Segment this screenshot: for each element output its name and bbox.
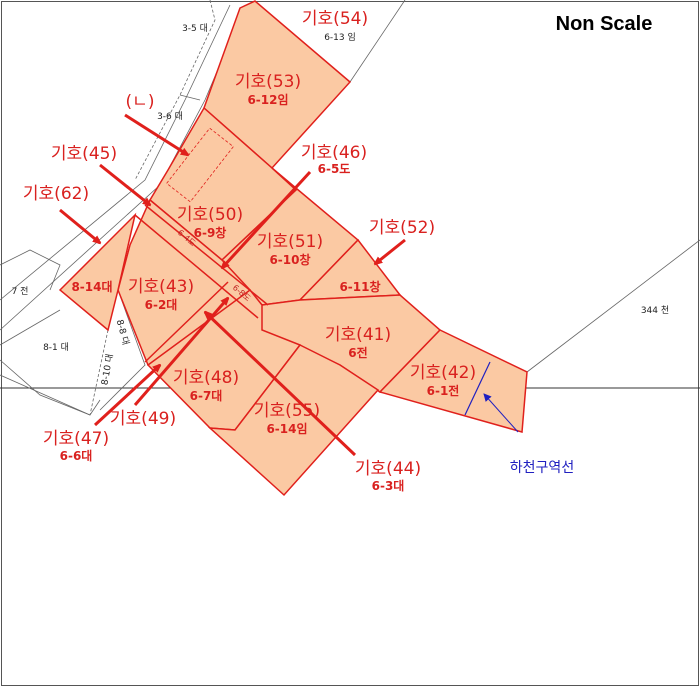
neighbor-8-1: 8-1 대 [43, 342, 69, 353]
river-arrow [483, 393, 519, 433]
parcel-53[interactable] [203, 0, 352, 170]
callout-52-label: 기호(52) [369, 218, 435, 238]
parcel-55-label: 기호(55) [254, 401, 320, 421]
parcel-53-sub: 6-12임 [247, 93, 288, 107]
callout-49-label: 기호(49) [110, 409, 176, 429]
parcel-55[interactable] [207, 344, 380, 497]
callout-47-sub: 6-6대 [60, 449, 93, 463]
callout-54-sub: 6-13 임 [324, 31, 356, 43]
parcel-62[interactable] [58, 212, 137, 332]
parcel-41-sub: 6전 [348, 345, 367, 360]
neighbor-3-6: 3-6 대 [157, 111, 183, 122]
callout-44-label: 기호(44) [355, 459, 421, 479]
callout-54-label: 기호(54) [302, 9, 368, 29]
parcel-42-sub: 6-1전 [427, 383, 460, 398]
neighbor-boundaries [0, 0, 700, 416]
neighbor-7: 7 전 [12, 286, 29, 297]
parcel-52-sub: 6-11창 [339, 279, 380, 294]
callout-n-label: (ㄴ) [126, 92, 155, 112]
parcel-53-label: 기호(53) [235, 72, 301, 92]
parcel-42-label: 기호(42) [410, 363, 476, 383]
callout-arrows [59, 113, 406, 457]
river-zone-label: 하천구역선 [510, 460, 574, 476]
callout-62-label: 기호(62) [23, 184, 89, 204]
parcel-43-sub: 6-2대 [145, 298, 178, 312]
callout-47-label: 기호(47) [43, 429, 109, 449]
neighbor-8-10: 8-10 대 [99, 353, 115, 386]
callout-45-label: 기호(45) [51, 144, 117, 164]
parcel-48-sub: 6-7대 [190, 389, 223, 403]
neighbor-3-5: 3-5 대 [182, 23, 208, 34]
neighbor-8-8: 8-8 대 [114, 318, 131, 346]
parcel-50-label: 기호(50) [177, 205, 243, 225]
neighbor-344: 344 천 [641, 305, 669, 316]
scale-note: Non Scale [556, 13, 653, 35]
parcel-41-label: 기호(41) [325, 325, 391, 345]
callout-46-label: 기호(46) [301, 143, 367, 163]
parcel-50-sub: 6-9창 [194, 225, 227, 240]
parcels [58, 0, 528, 497]
parcel-43-label: 기호(43) [128, 277, 194, 297]
callout-44-sub: 6-3대 [372, 479, 405, 493]
parcel-42[interactable] [378, 329, 528, 433]
parcel-62-sub: 8-14대 [71, 280, 112, 294]
callout-46-sub: 6-5도 [318, 162, 351, 176]
parcel-55-sub: 6-14임 [266, 422, 307, 436]
parcel-51-label: 기호(51) [257, 232, 323, 252]
parcel-51-sub: 6-10창 [269, 252, 310, 267]
parcel-48-label: 기호(48) [173, 368, 239, 388]
river-boundary-line [464, 361, 491, 416]
